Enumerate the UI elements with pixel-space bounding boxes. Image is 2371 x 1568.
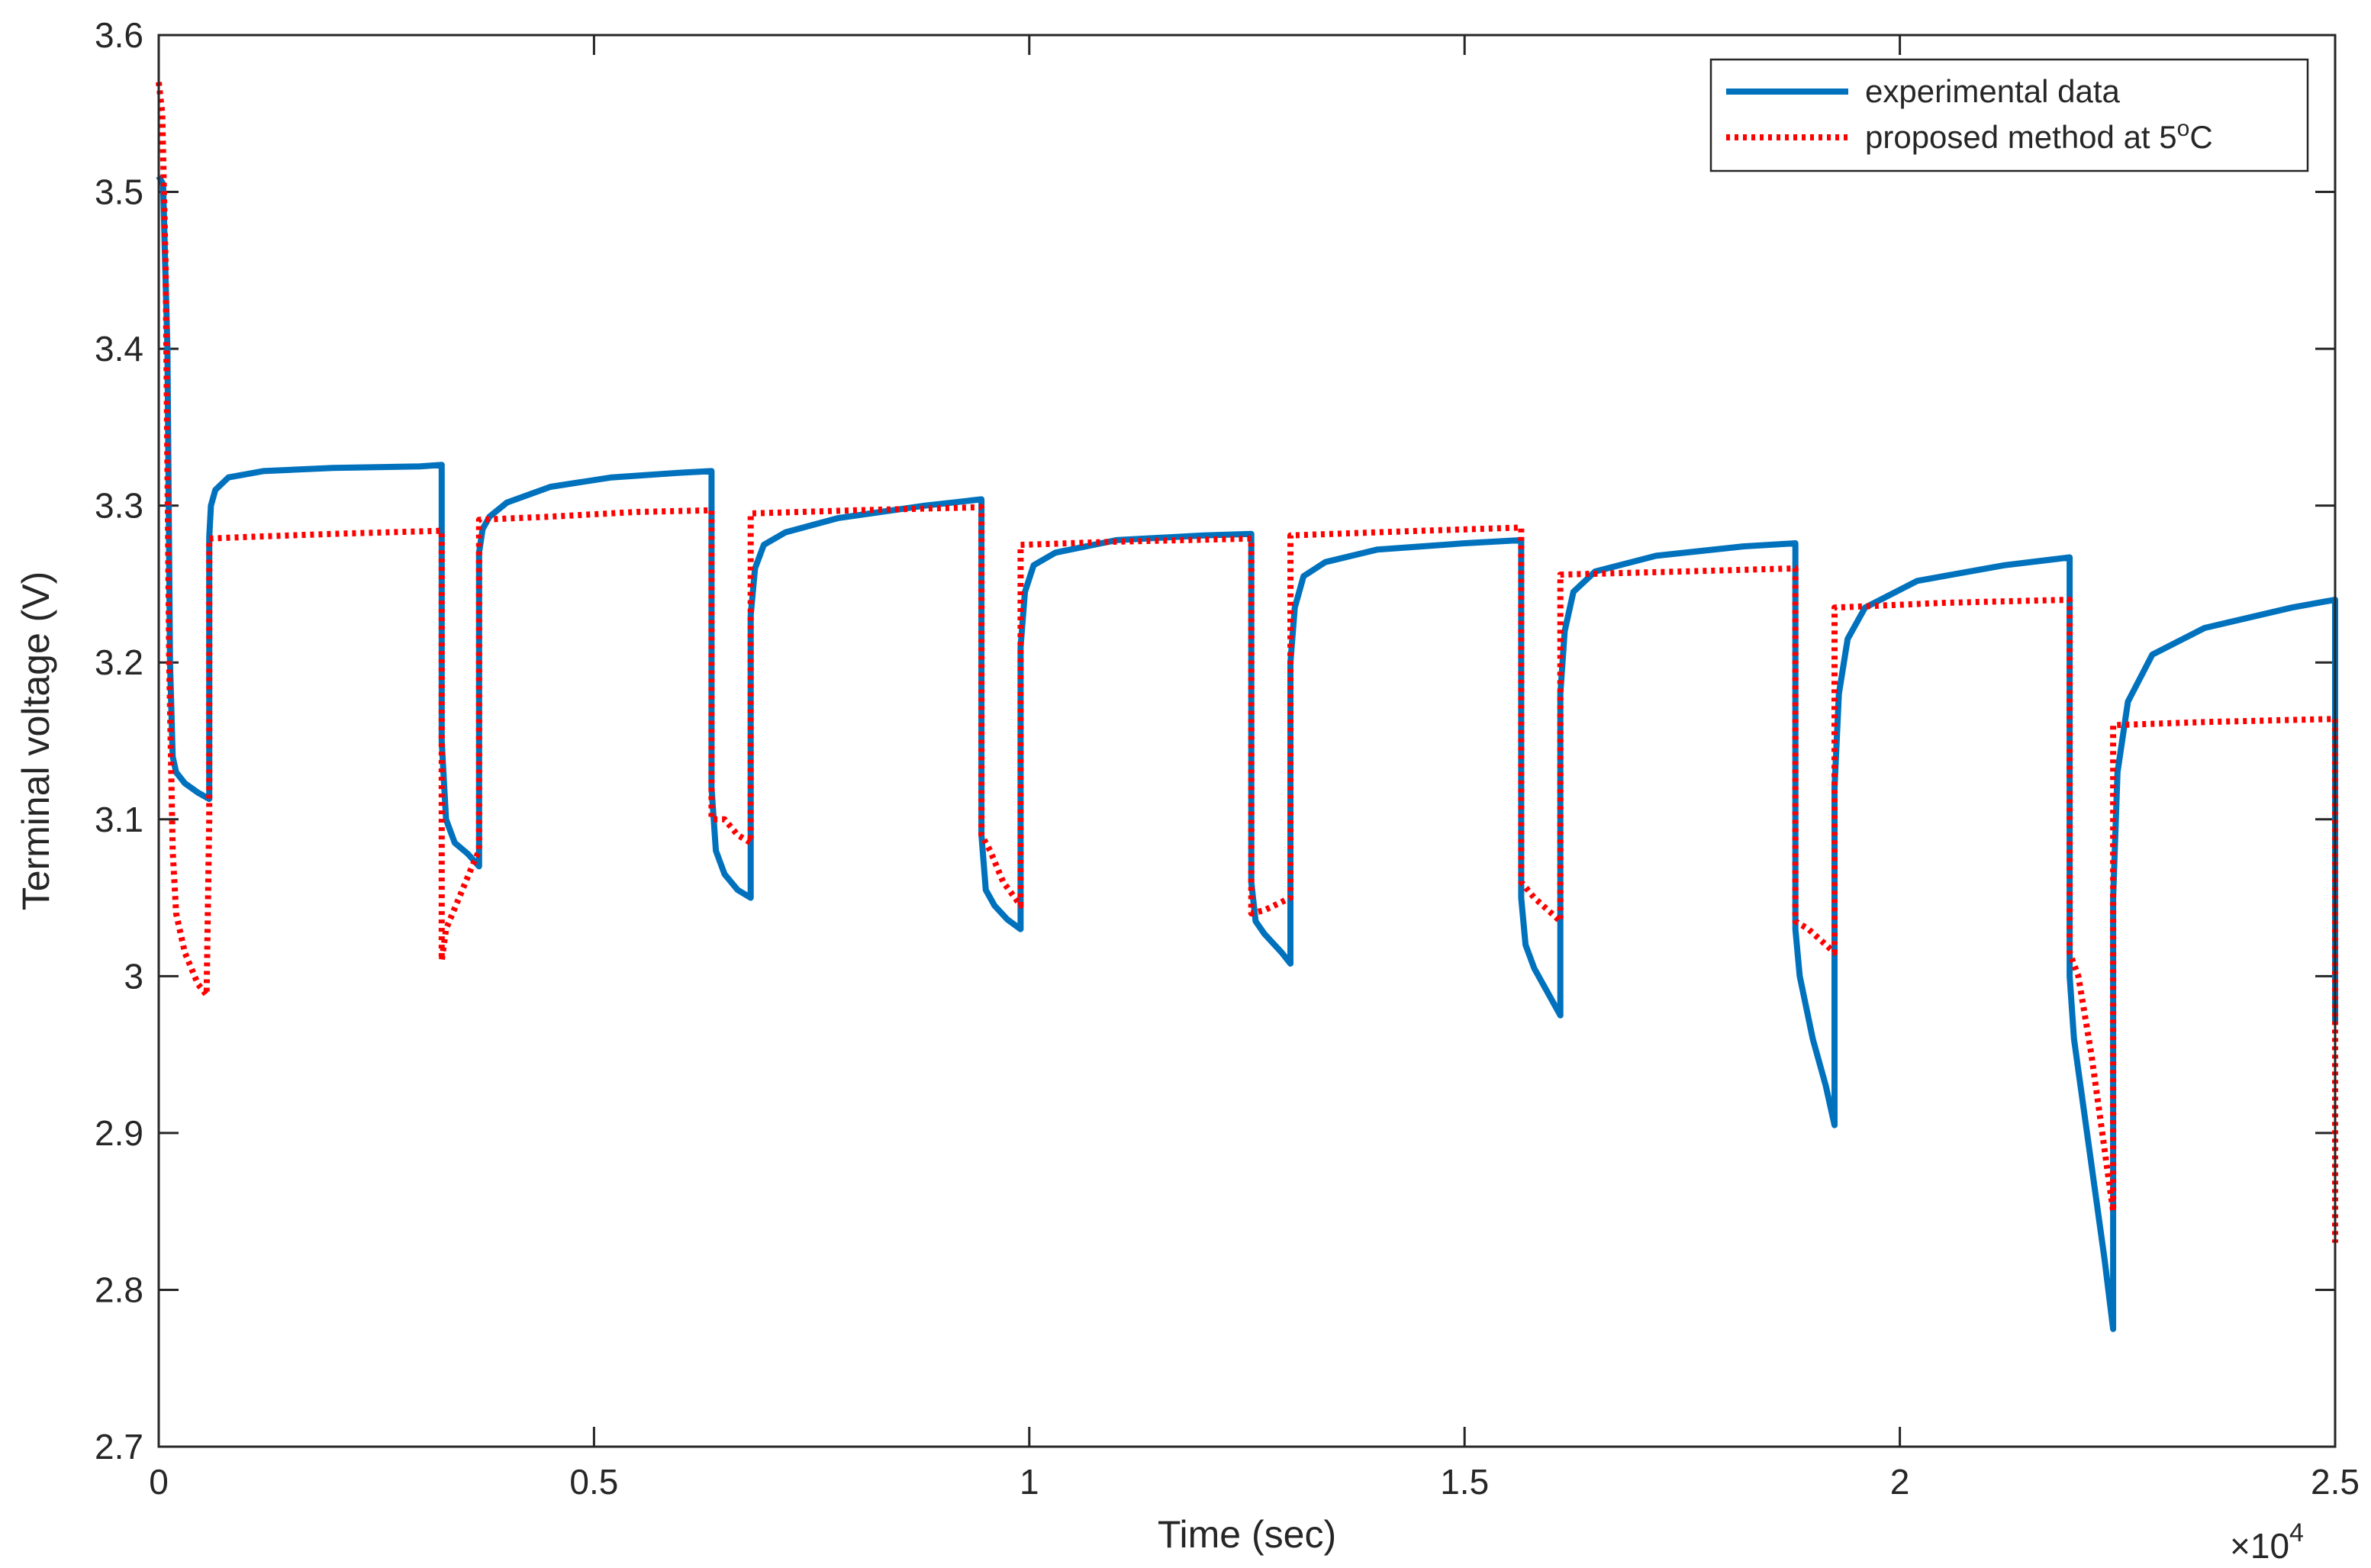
y-tick-label: 2.7 — [95, 1427, 143, 1467]
legend-label-proposed: proposed method at 5oC — [1865, 116, 2213, 155]
series-line-proposed — [156, 82, 2338, 1243]
x-tick-label: 2 — [1890, 1462, 1910, 1502]
x-axis-label: Time (sec) — [1158, 1513, 1336, 1556]
legend-label-proposed-super: o — [2177, 116, 2190, 141]
legend: experimental data proposed method at 5oC — [1709, 58, 2309, 172]
y-tick-label: 3.6 — [95, 15, 143, 55]
x-axis-ticks: 0 0.5 1 1.5 2 2.5 — [149, 35, 2360, 1502]
y-tick-label: 2.9 — [95, 1113, 143, 1153]
y-axis-ticks: 2.7 2.8 2.9 3 3.1 3.2 3.3 3.4 3.5 3.6 — [95, 15, 2335, 1467]
series-layer — [156, 82, 2338, 1332]
x-tick-label: 0.5 — [569, 1462, 618, 1502]
x-tick-label: 1.5 — [1440, 1462, 1489, 1502]
y-tick-label: 2.8 — [95, 1270, 143, 1309]
legend-label-experimental: experimental data — [1865, 73, 2121, 109]
y-tick-label: 3.1 — [95, 800, 143, 839]
legend-box — [1709, 58, 2309, 172]
legend-label-proposed-prefix: proposed method at 5 — [1865, 119, 2177, 155]
legend-label-proposed-suffix: C — [2189, 119, 2212, 155]
y-axis-label: Terminal voltage (V) — [14, 571, 57, 911]
plot-area — [159, 35, 2335, 1447]
plot-frame — [157, 34, 2337, 1448]
y-tick-label: 3.3 — [95, 486, 143, 526]
x-tick-label: 1 — [1020, 1462, 1039, 1502]
y-tick-label: 3.5 — [95, 172, 143, 212]
y-tick-label: 3.4 — [95, 329, 143, 369]
x-axis-exponent-power: 4 — [2289, 1518, 2304, 1547]
x-tick-label: 0 — [149, 1462, 169, 1502]
y-tick-label: 3 — [124, 956, 143, 996]
x-axis-exponent-base: ×10 — [2230, 1526, 2289, 1566]
y-tick-label: 3.2 — [95, 642, 143, 682]
x-tick-label: 2.5 — [2311, 1462, 2360, 1502]
x-axis-exponent: ×104 — [2230, 1518, 2304, 1566]
